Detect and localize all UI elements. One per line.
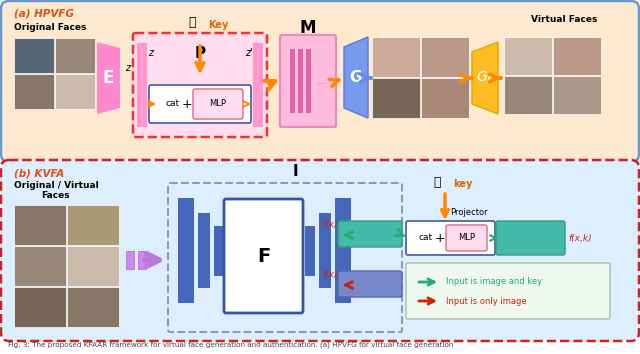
FancyBboxPatch shape	[193, 89, 243, 119]
Text: F: F	[257, 246, 270, 266]
Bar	[553, 37, 601, 75]
Bar	[55, 38, 95, 73]
Bar	[253, 43, 263, 127]
Text: cat: cat	[166, 99, 180, 108]
Bar	[14, 246, 66, 286]
Polygon shape	[97, 42, 120, 114]
Text: key: key	[453, 179, 472, 189]
Bar	[421, 37, 469, 77]
Bar	[372, 37, 420, 77]
Bar	[138, 251, 146, 269]
FancyBboxPatch shape	[446, 225, 487, 251]
Bar	[14, 287, 66, 327]
Text: (b) KVFA: (b) KVFA	[14, 168, 64, 178]
Bar	[305, 226, 315, 276]
FancyBboxPatch shape	[133, 33, 267, 137]
Text: f(x): f(x)	[323, 220, 338, 229]
Bar	[306, 49, 311, 113]
Text: P: P	[195, 46, 205, 61]
FancyBboxPatch shape	[224, 199, 303, 313]
Text: +: +	[435, 232, 445, 245]
Bar	[421, 78, 469, 118]
Text: M: M	[300, 19, 316, 37]
Bar	[198, 213, 210, 288]
Text: G: G	[349, 70, 362, 86]
Bar	[14, 74, 54, 109]
FancyBboxPatch shape	[406, 221, 495, 255]
Bar	[14, 38, 54, 73]
Text: Key: Key	[208, 20, 228, 30]
FancyBboxPatch shape	[1, 160, 639, 341]
Bar	[67, 205, 119, 245]
Bar	[504, 37, 552, 75]
Bar	[14, 205, 66, 245]
FancyBboxPatch shape	[406, 263, 610, 319]
Bar	[290, 49, 295, 113]
Text: (a) HPVFG: (a) HPVFG	[14, 9, 74, 19]
Bar	[504, 76, 552, 114]
Text: Input is image and key: Input is image and key	[446, 278, 542, 286]
Text: Input is only image: Input is only image	[446, 297, 527, 306]
Text: Fig. 3: The proposed KFAAR framework for virtual face generation and authenticat: Fig. 3: The proposed KFAAR framework for…	[8, 342, 453, 348]
Bar	[126, 251, 134, 269]
Bar	[55, 74, 95, 109]
Text: Faces: Faces	[41, 191, 69, 200]
Bar	[553, 76, 601, 114]
Text: $G_f$: $G_f$	[476, 70, 493, 86]
Text: +: +	[182, 97, 192, 110]
Text: E: E	[102, 69, 114, 87]
Text: Projector: Projector	[450, 208, 488, 217]
Text: 🔑: 🔑	[433, 177, 441, 189]
Text: MLP: MLP	[209, 99, 227, 108]
Bar	[319, 213, 331, 288]
Bar	[67, 246, 119, 286]
Text: 🔑: 🔑	[188, 17, 196, 29]
Text: z: z	[125, 63, 131, 73]
FancyBboxPatch shape	[280, 35, 336, 127]
Polygon shape	[344, 37, 368, 118]
Bar	[137, 43, 147, 127]
Bar	[178, 198, 194, 303]
Text: Original Faces: Original Faces	[14, 23, 86, 32]
Bar	[298, 49, 303, 113]
FancyBboxPatch shape	[496, 221, 565, 255]
Bar	[335, 198, 351, 303]
Bar	[214, 226, 224, 276]
Text: ...: ...	[317, 76, 328, 86]
Text: f(x): f(x)	[323, 270, 338, 279]
Text: z: z	[148, 48, 154, 58]
Text: Original / Virtual: Original / Virtual	[14, 181, 99, 190]
Text: cat: cat	[419, 234, 433, 242]
Bar	[372, 78, 420, 118]
Polygon shape	[472, 42, 498, 114]
Text: z': z'	[245, 48, 253, 58]
Text: I: I	[292, 164, 298, 179]
FancyBboxPatch shape	[338, 221, 402, 247]
FancyBboxPatch shape	[338, 271, 402, 297]
Bar	[67, 287, 119, 327]
FancyBboxPatch shape	[1, 1, 639, 162]
Text: f(x,k): f(x,k)	[568, 234, 591, 242]
FancyBboxPatch shape	[149, 85, 251, 123]
Text: MLP: MLP	[458, 234, 475, 242]
Text: Virtual Faces: Virtual Faces	[531, 15, 597, 24]
